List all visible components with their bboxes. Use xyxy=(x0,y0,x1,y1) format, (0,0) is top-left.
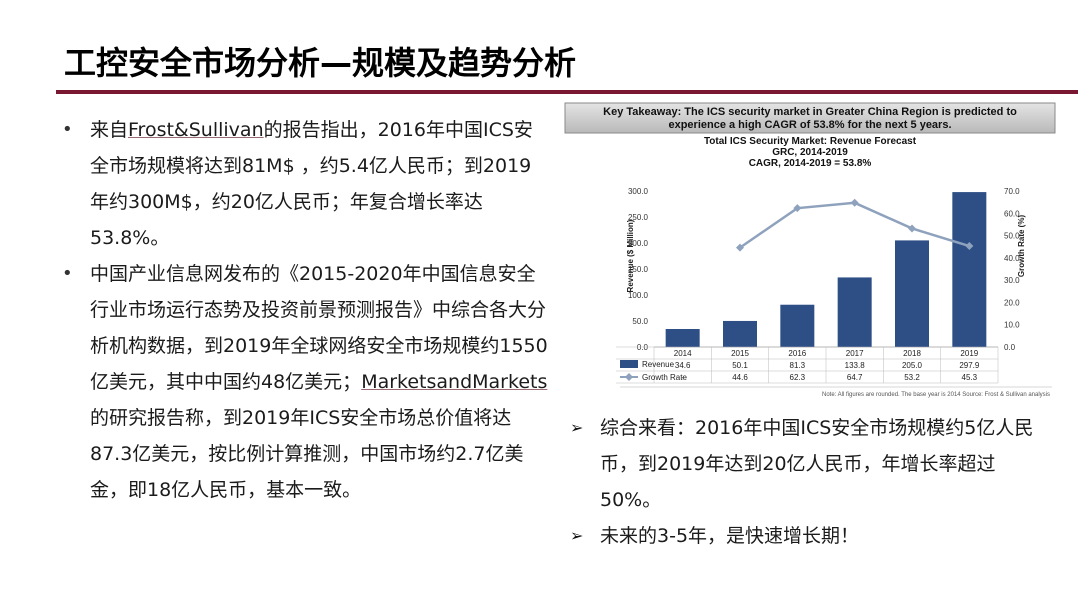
summary-point-text: 综合来看：2016年中国ICS安全市场规模约5亿人民币，到2019年达到20亿人… xyxy=(600,417,1034,511)
takeaway-line-1: Key Takeaway: The ICS security market in… xyxy=(603,106,1017,118)
x-tick-label: 2014 xyxy=(674,349,692,358)
chart-subtitle-2: CAGR, 2014-2019 = 53.8% xyxy=(749,158,872,169)
growth-rate-data-label: 62.3 xyxy=(790,373,806,382)
x-tick-label: 2018 xyxy=(903,349,921,358)
bullet-dot-icon: • xyxy=(62,263,73,284)
takeaway-line-2: experience a high CAGR of 53.8% for the … xyxy=(668,119,951,131)
growth-rate-point xyxy=(908,224,916,233)
chart-footnote: Note: All figures are rounded. The base … xyxy=(822,392,1050,398)
y-axis-label-right: Growth Rate (%) xyxy=(1017,215,1026,278)
bullet-text: 来自Frost&Sullivan的报告指出，2016年中国ICS安全市场规模将达… xyxy=(90,119,533,249)
y-tick-label-left: 50.0 xyxy=(632,317,648,326)
growth-rate-data-label: 53.2 xyxy=(904,373,920,382)
growth-rate-point xyxy=(965,242,974,251)
outlook-point-text: 未来的3-5年，是快速增长期！ xyxy=(600,525,860,547)
y-tick-label-right: 30.0 xyxy=(1004,276,1020,285)
revenue-data-label: 34.6 xyxy=(675,361,691,370)
y-tick-label-right: 40.0 xyxy=(1004,254,1020,263)
left-text-column: • 来自Frost&Sullivan的报告指出，2016年中国ICS安全市场规模… xyxy=(60,112,548,508)
revenue-data-label: 205.0 xyxy=(902,361,923,370)
legend-revenue-swatch xyxy=(620,360,638,368)
takeaway-banner xyxy=(564,102,1056,134)
arrow-bullet-icon: ➢ xyxy=(570,418,584,437)
chart-title: Total ICS Security Market: Revenue Forec… xyxy=(704,136,917,147)
y-tick-label-right: 0.0 xyxy=(1004,343,1016,352)
revenue-bar xyxy=(665,329,700,347)
growth-rate-point xyxy=(850,198,859,207)
revenue-bar xyxy=(895,240,929,347)
y-tick-label-right: 70.0 xyxy=(1004,187,1020,196)
y-tick-label-left: 0.0 xyxy=(637,343,649,352)
revenue-bar xyxy=(723,320,757,347)
revenue-data-label: 50.1 xyxy=(732,361,748,370)
y-tick-label-right: 60.0 xyxy=(1004,209,1020,218)
y-tick-label-right: 10.0 xyxy=(1004,321,1020,330)
chart-subtitle-1: GRC, 2014-2019 xyxy=(772,147,848,158)
legend-revenue-label: Revenue xyxy=(642,360,675,369)
bullet-frost-sullivan: • 来自Frost&Sullivan的报告指出，2016年中国ICS安全市场规模… xyxy=(60,112,548,256)
bullet-text-segment: 来自 xyxy=(90,119,129,141)
growth-rate-data-label: 44.6 xyxy=(732,373,748,382)
revenue-bar xyxy=(780,304,815,347)
bullet-text: 中国产业信息网发布的《2015-2020年中国信息安全行业市场运行态势及投资前景… xyxy=(90,263,548,501)
growth-rate-line xyxy=(739,201,970,249)
y-tick-label-left: 300.0 xyxy=(628,187,649,196)
page-title: 工控安全市场分析—规模及趋势分析 xyxy=(64,44,577,82)
revenue-data-label: 81.3 xyxy=(790,361,806,370)
revenue-data-label: 297.9 xyxy=(959,361,980,370)
underlined-source-name: Frost&Sullivan xyxy=(128,119,264,141)
growth-rate-data-label: - xyxy=(681,373,684,382)
underlined-source-name: MarketsandMarkets xyxy=(361,371,548,393)
title-underline xyxy=(56,90,1078,94)
y-tick-label-left: 250.0 xyxy=(628,213,649,222)
x-tick-label: 2019 xyxy=(960,349,978,358)
legend-growth-label: Growth Rate xyxy=(642,373,687,382)
revenue-forecast-chart: Key Takeaway: The ICS security market in… xyxy=(564,102,1056,398)
y-axis-label-left: Revenue ($ Million) xyxy=(626,219,635,292)
right-text-column: ➢ 综合来看：2016年中国ICS安全市场规模约5亿人民币，到2019年达到20… xyxy=(568,410,1048,554)
bullet-text-segment: 的研究报告称，到2019年ICS安全市场总价值将达 87.3亿美元，按比例计算推… xyxy=(90,407,524,501)
x-tick-label: 2016 xyxy=(788,349,806,358)
x-tick-label: 2017 xyxy=(846,349,864,358)
y-tick-label-right: 50.0 xyxy=(1004,232,1020,241)
revenue-bar xyxy=(952,192,987,347)
legend-growth-marker-icon xyxy=(625,373,633,381)
growth-rate-point xyxy=(793,204,802,213)
summary-point: ➢ 综合来看：2016年中国ICS安全市场规模约5亿人民币，到2019年达到20… xyxy=(568,410,1048,518)
y-tick-label-left: 200.0 xyxy=(628,239,649,248)
arrow-bullet-icon: ➢ xyxy=(570,526,584,545)
bullet-industry-report: • 中国产业信息网发布的《2015-2020年中国信息安全行业市场运行态势及投资… xyxy=(60,256,548,508)
bullet-text-segment: 中国产业信息网发布的《2015-2020年中国信息安全行业市场运行态势及投资前景… xyxy=(90,263,548,393)
growth-rate-data-label: 64.7 xyxy=(847,373,863,382)
growth-rate-point xyxy=(736,243,744,252)
y-tick-label-left: 100.0 xyxy=(628,291,649,300)
bullet-dot-icon: • xyxy=(62,119,73,140)
growth-rate-data-label: 45.3 xyxy=(962,373,978,382)
revenue-data-label: 133.8 xyxy=(845,361,866,370)
x-tick-label: 2015 xyxy=(731,349,749,358)
y-tick-label-left: 150.0 xyxy=(628,265,649,274)
outlook-point: ➢ 未来的3-5年，是快速增长期！ xyxy=(568,518,1048,554)
y-tick-label-right: 20.0 xyxy=(1004,298,1020,307)
bullet-text-segment: 的报告指出，2016年中国ICS安全市场规模将达到81M$ ，约5.4亿人民币；… xyxy=(90,119,533,249)
revenue-bar xyxy=(837,277,872,347)
